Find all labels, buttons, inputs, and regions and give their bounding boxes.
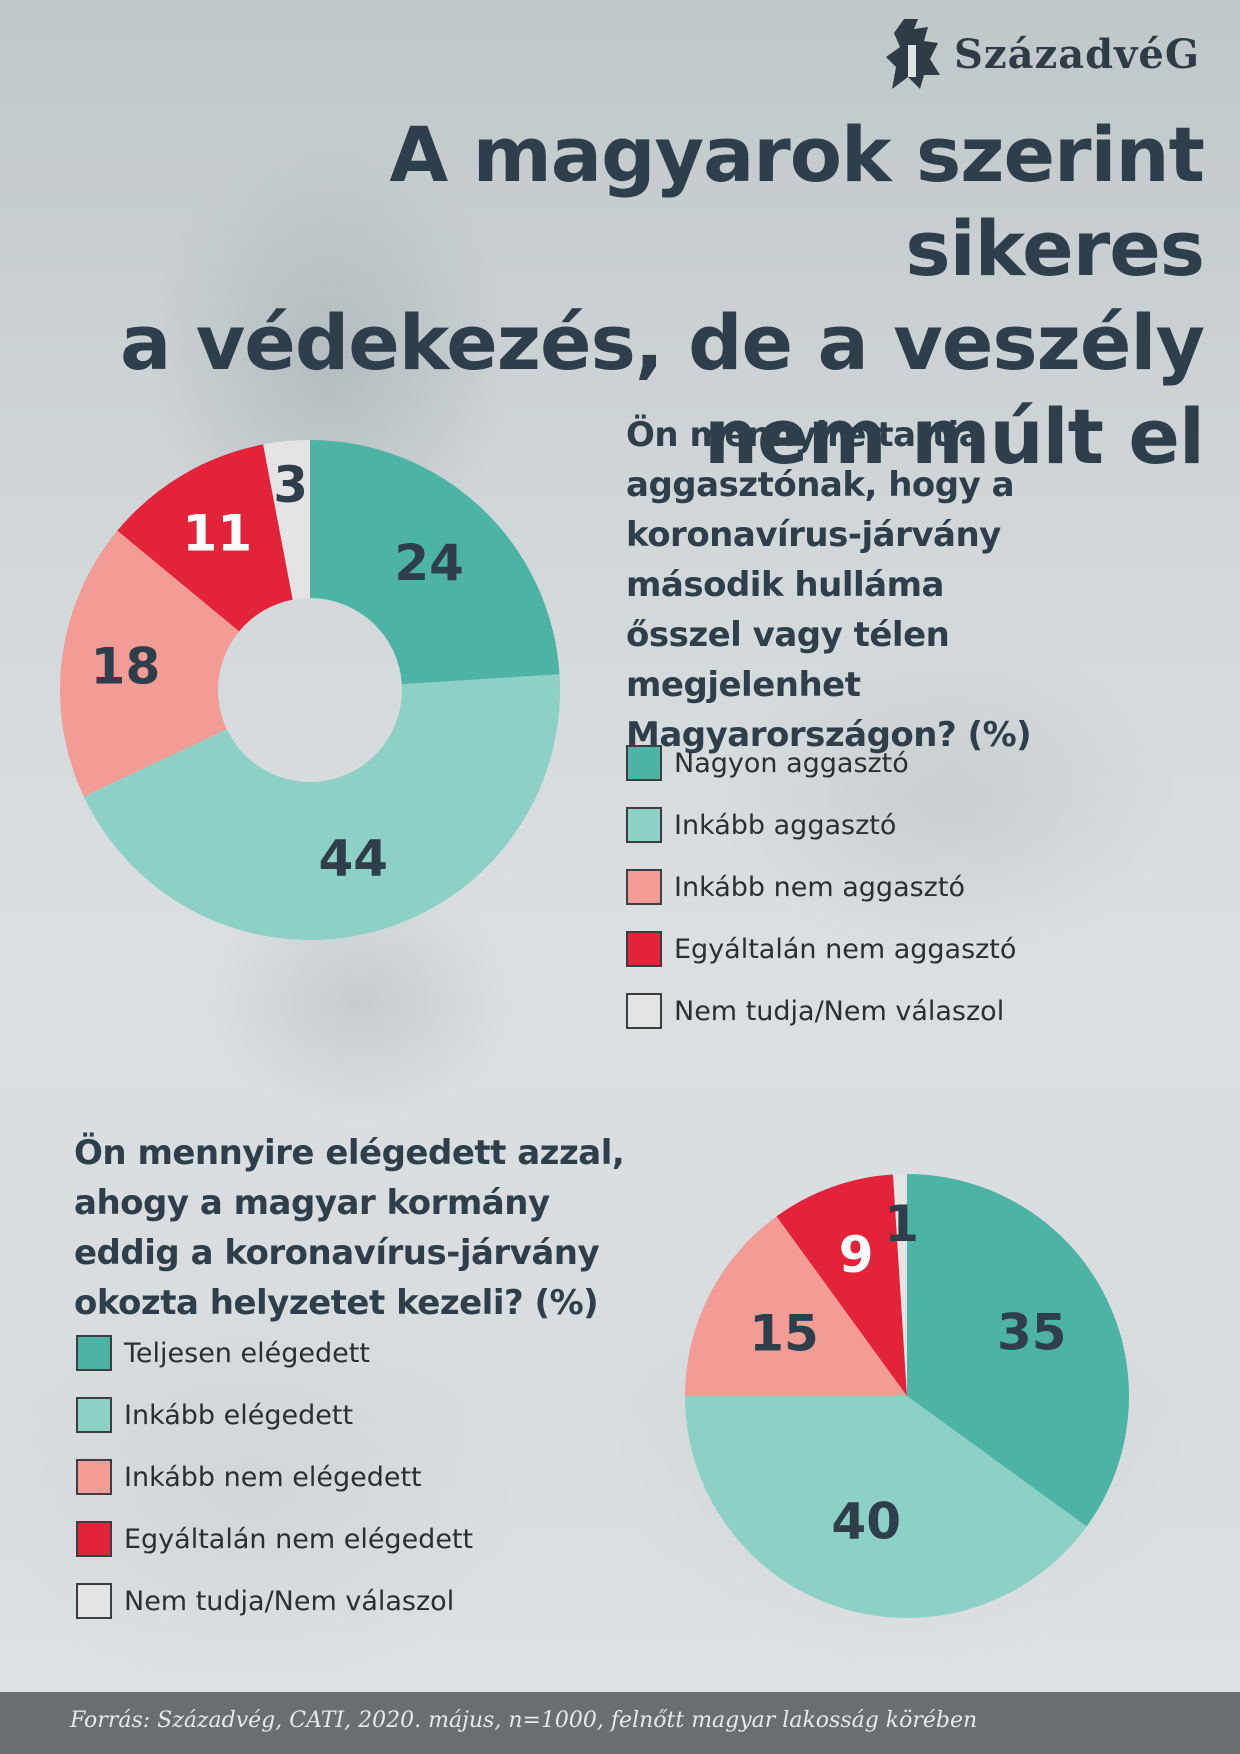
legend-1: Nagyon aggasztó Inkább aggasztó Inkább n…: [626, 732, 1016, 1042]
legend-item: Nem tudja/Nem válaszol: [626, 980, 1016, 1042]
legend-swatch: [626, 807, 662, 843]
brand-name: SzázadvéG: [954, 30, 1200, 78]
data-label: 11: [183, 504, 253, 562]
data-label: 3: [273, 456, 308, 514]
legend-swatch: [76, 1583, 112, 1619]
legend-swatch: [626, 931, 662, 967]
legend-label: Egyáltalán nem elégedett: [124, 1523, 474, 1555]
legend-item: Nem tudja/Nem válaszol: [76, 1570, 473, 1632]
legend-swatch: [76, 1459, 112, 1495]
legend-label: Nem tudja/Nem válaszol: [674, 995, 1005, 1027]
pie-slice: [310, 440, 560, 685]
pie-slice: [685, 1216, 907, 1396]
pie-slice: [907, 1174, 1129, 1527]
title-line: A magyarok szerint sikeres: [389, 110, 1205, 293]
data-label: 35: [997, 1303, 1067, 1361]
legend-item: Egyáltalán nem aggasztó: [626, 918, 1016, 980]
data-label: 1: [884, 1195, 919, 1253]
data-label: 44: [318, 830, 388, 888]
legend-swatch: [76, 1335, 112, 1371]
pie-slice: [893, 1174, 907, 1396]
legend-item: Inkább nem elégedett: [76, 1446, 473, 1508]
pie-slice: [117, 444, 293, 632]
legend-swatch: [76, 1397, 112, 1433]
legend-label: Nem tudja/Nem válaszol: [124, 1585, 455, 1617]
data-label: 9: [839, 1226, 874, 1284]
brand-logo-mark-icon: [886, 19, 941, 89]
footer: Forrás: Századvég, CATI, 2020. május, n=…: [0, 1692, 1240, 1754]
brand-logo: SzázadvéG: [884, 14, 1200, 94]
legend-item: Inkább aggasztó: [626, 794, 1016, 856]
data-label: 40: [831, 1493, 901, 1551]
legend-label: Inkább nem elégedett: [124, 1461, 422, 1493]
legend-item: Inkább elégedett: [76, 1384, 473, 1446]
pie-slice: [263, 440, 310, 600]
legend-swatch: [626, 869, 662, 905]
question-1: Ön mennyire tartja aggasztónak, hogy a k…: [626, 415, 1032, 755]
legend-item: Egyáltalán nem elégedett: [76, 1508, 473, 1570]
title-line: nem múlt el: [703, 392, 1205, 481]
satisfaction-pie-chart: 35 40 15 91: [685, 1174, 1129, 1618]
legend-label: Nagyon aggasztó: [674, 747, 909, 779]
data-label: 24: [394, 534, 464, 592]
legend-item: Nagyon aggasztó: [626, 732, 1016, 794]
data-label: 15: [749, 1304, 819, 1362]
legend-item: Inkább nem aggasztó: [626, 856, 1016, 918]
pie-slice: [685, 1396, 1087, 1618]
pie-slice: [83, 674, 560, 941]
legend-2: Teljesen elégedett Inkább elégedett Inká…: [76, 1322, 473, 1632]
legend-label: Inkább aggasztó: [674, 809, 897, 841]
legend-swatch: [76, 1521, 112, 1557]
page-title: A magyarok szerint sikeres a védekezés, …: [84, 108, 1205, 484]
legend-swatch: [626, 745, 662, 781]
legend-label: Inkább nem aggasztó: [674, 871, 965, 903]
worry-donut-chart: 24 44 18 11 3: [60, 440, 560, 941]
legend-label: Egyáltalán nem aggasztó: [674, 933, 1017, 965]
question-2: Ön mennyire elégedett azzal, ahogy a mag…: [74, 1133, 625, 1323]
legend-label: Inkább elégedett: [124, 1399, 354, 1431]
source-note: Forrás: Századvég, CATI, 2020. május, n=…: [70, 1708, 978, 1733]
legend-label: Teljesen elégedett: [124, 1337, 370, 1369]
pie-slice: [60, 530, 240, 797]
legend-item: Teljesen elégedett: [76, 1322, 473, 1384]
pie-slice: [776, 1174, 907, 1396]
data-label: 18: [91, 638, 161, 696]
legend-swatch: [626, 993, 662, 1029]
title-line: a védekezés, de a veszély: [119, 298, 1205, 387]
